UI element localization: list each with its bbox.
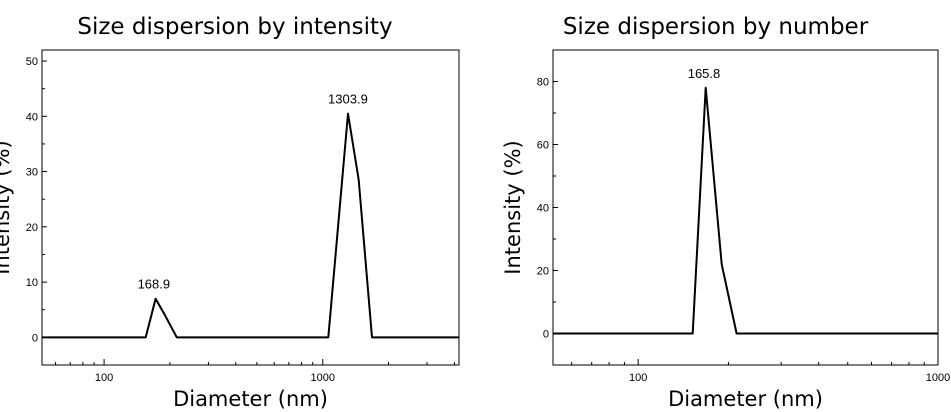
number-chart-panel: Size dispersion by number 0 20 40 60 80 100 10… xyxy=(480,0,951,412)
y-tick-label: 40 xyxy=(537,203,549,215)
peak-label: 165.8 xyxy=(688,66,721,81)
number-chart-svg: 0 20 40 60 80 100 1000 165.8 Diameter (nm) Intens… xyxy=(501,49,950,411)
plot-frame xyxy=(552,49,939,366)
y-tick-label: 20 xyxy=(26,222,38,234)
x-tick-label: 1000 xyxy=(310,372,334,384)
x-axis-title: Diameter (nm) xyxy=(173,387,328,411)
series-line xyxy=(42,112,459,339)
x-axis-title: Diameter (nm) xyxy=(668,387,823,411)
x-tick-label: 100 xyxy=(95,372,113,384)
peak-label: 1303.9 xyxy=(328,92,368,107)
chart-title: Size dispersion by intensity xyxy=(77,14,393,40)
y-tick-label: 0 xyxy=(32,332,38,344)
y-tick-label: 80 xyxy=(537,77,549,89)
x-tick-label: 1000 xyxy=(926,372,950,384)
y-tick-label: 20 xyxy=(537,266,549,278)
plot-frame xyxy=(41,49,460,366)
peak-label: 168.9 xyxy=(138,277,171,292)
y-tick-label: 50 xyxy=(26,56,38,68)
y-axis-title: Intensity (%) xyxy=(0,140,14,274)
y-tick-label: 40 xyxy=(26,111,38,123)
series-line xyxy=(553,86,938,335)
chart-title: Size dispersion by number xyxy=(562,14,869,40)
y-tick-label: 60 xyxy=(537,140,549,152)
intensity-chart-svg: 0 10 20 30 40 50 100 1000 168.9 1303.9 Diameter (n… xyxy=(0,49,460,411)
x-tick-label: 100 xyxy=(629,372,647,384)
y-tick-label: 0 xyxy=(543,329,549,341)
y-tick-label: 10 xyxy=(26,277,38,289)
y-axis-title: Intensity (%) xyxy=(501,140,525,274)
intensity-chart-panel: Size dispersion by intensity 0 10 20 30 40 50… xyxy=(0,0,470,412)
y-tick-label: 30 xyxy=(26,167,38,179)
